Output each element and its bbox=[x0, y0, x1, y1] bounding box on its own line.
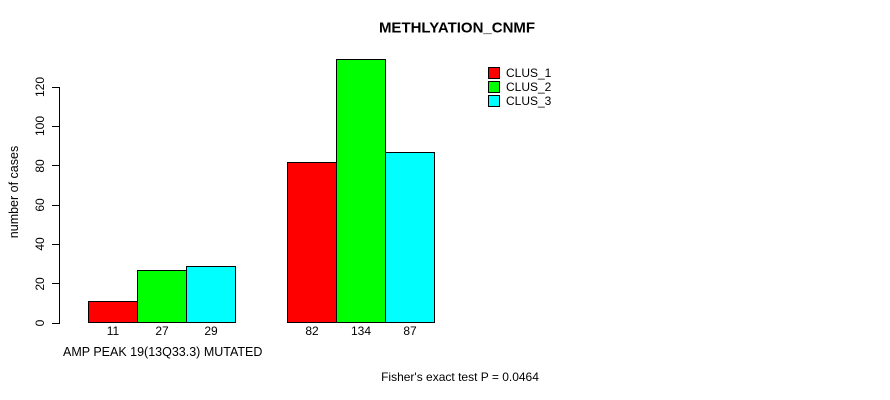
legend-swatch bbox=[488, 67, 500, 79]
y-tick bbox=[51, 86, 60, 88]
legend-swatch bbox=[488, 95, 500, 107]
legend-label: CLUS_2 bbox=[506, 80, 552, 94]
y-tick bbox=[51, 283, 60, 285]
y-tick-label: 120 bbox=[33, 76, 47, 98]
y-tick bbox=[51, 243, 60, 245]
legend-label: CLUS_3 bbox=[506, 94, 552, 108]
bar bbox=[336, 59, 386, 323]
chart-footnote: Fisher's exact test P = 0.0464 bbox=[381, 370, 539, 384]
y-tick-label: 60 bbox=[33, 198, 47, 212]
y-tick-label: 40 bbox=[33, 237, 47, 252]
y-axis-title: number of cases bbox=[7, 145, 21, 239]
y-axis-line bbox=[59, 87, 60, 324]
y-tick bbox=[51, 165, 60, 167]
y-tick bbox=[51, 322, 60, 324]
y-tick bbox=[51, 204, 60, 206]
y-tick-label: 0 bbox=[33, 319, 47, 327]
y-tick-label: 100 bbox=[33, 116, 47, 137]
bar bbox=[88, 301, 138, 323]
legend: CLUS_1 CLUS_2 CLUS_3 bbox=[488, 66, 551, 108]
bar bbox=[385, 151, 435, 323]
x-axis-title: AMP PEAK 19(13Q33.3) MUTATED bbox=[63, 345, 263, 359]
bar-value-label: 29 bbox=[204, 324, 218, 338]
legend-item: CLUS_2 bbox=[488, 80, 551, 94]
bar bbox=[186, 265, 236, 323]
y-tick-label: 80 bbox=[33, 158, 47, 173]
bar-value-label: 82 bbox=[305, 324, 319, 338]
bar-value-label: 87 bbox=[403, 324, 417, 338]
y-tick bbox=[51, 125, 60, 127]
bar bbox=[287, 161, 337, 323]
bar-value-label: 134 bbox=[350, 324, 372, 338]
bar-value-label: 27 bbox=[155, 324, 169, 338]
legend-label: CLUS_1 bbox=[506, 66, 552, 80]
legend-item: CLUS_3 bbox=[488, 94, 551, 108]
bar-value-label: 11 bbox=[106, 324, 120, 338]
y-tick-label: 20 bbox=[33, 276, 47, 291]
legend-item: CLUS_1 bbox=[488, 66, 551, 80]
legend-swatch bbox=[488, 81, 500, 93]
chart-title: METHLYATION_CNMF bbox=[378, 19, 536, 37]
bar bbox=[137, 269, 187, 323]
